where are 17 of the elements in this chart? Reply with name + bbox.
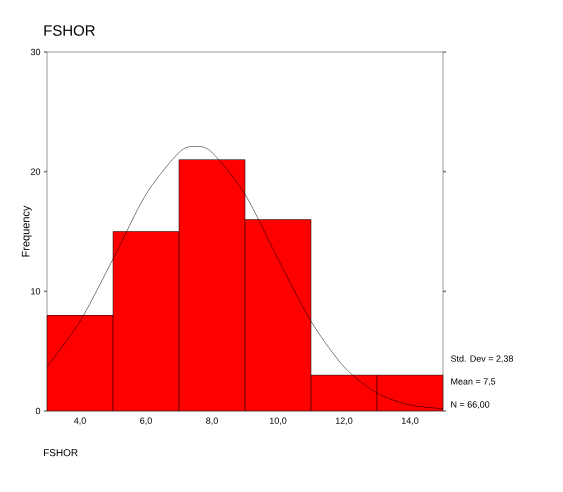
y-tick-label: 10 xyxy=(31,288,40,294)
text: Std. Dev = 2,38 xyxy=(450,355,514,363)
chart-title: FSHOR xyxy=(44,25,95,36)
x-tick-label: 6,0 xyxy=(140,418,152,425)
text: Mean = 7,5 xyxy=(451,378,496,386)
y-tick-label: 20 xyxy=(30,168,40,175)
x-tick-label: 10,0 xyxy=(270,418,286,425)
text: N = 66,00 xyxy=(451,401,490,409)
line-series xyxy=(46,146,444,409)
y-tick-label: 30 xyxy=(30,48,40,56)
x-tick-label: 8,0 xyxy=(206,418,218,425)
y-axis-title: Frequency xyxy=(22,206,32,256)
x-tick-label: 12,0 xyxy=(336,418,352,425)
x-tick-label: 14,0 xyxy=(402,418,418,425)
x-tick-label: 4,0 xyxy=(74,418,86,425)
x-axis-title: FSHOR xyxy=(44,449,78,456)
y-tick-label: 0 xyxy=(36,408,40,414)
